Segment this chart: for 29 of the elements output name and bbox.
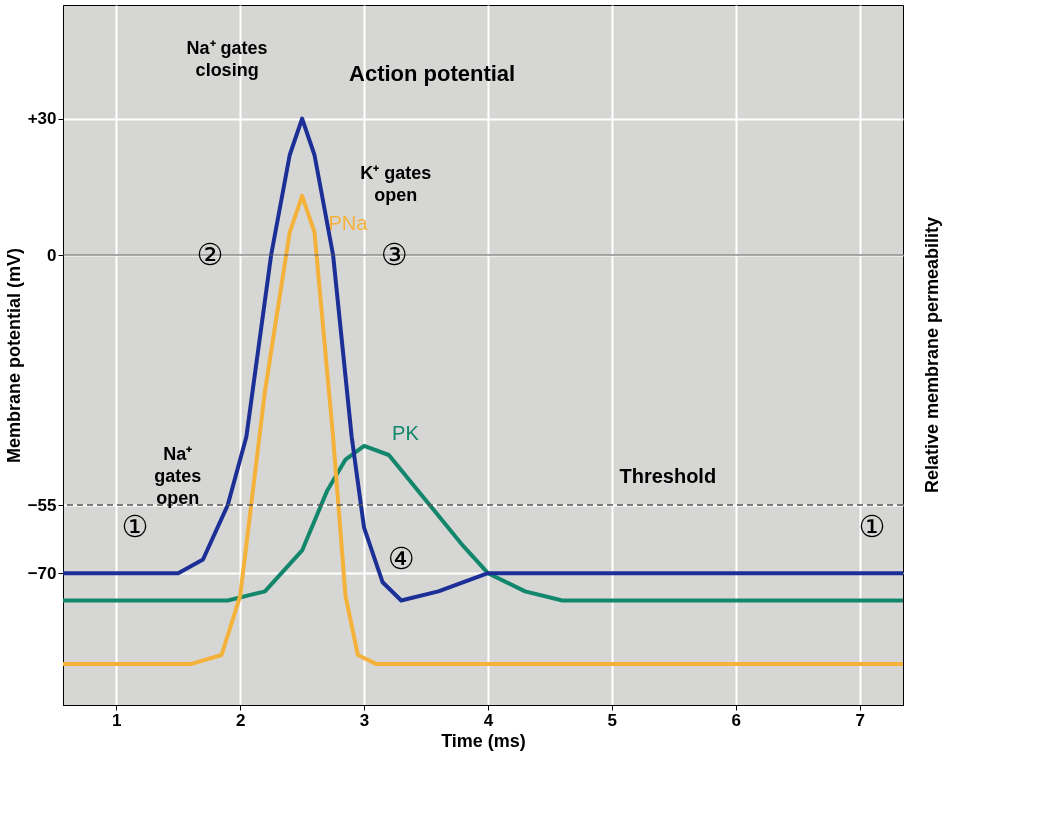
y-axis-title: Membrane potential (mV) <box>3 247 24 464</box>
line-series <box>61 443 905 603</box>
line-series <box>61 193 905 667</box>
annotation: ① <box>858 509 886 545</box>
y-tick-label: −70 <box>27 563 57 583</box>
x-tick-label: 2 <box>235 710 246 730</box>
x-tick-label: 4 <box>483 710 494 730</box>
series-label: PNa <box>328 212 369 235</box>
annotation: Na⁺ gates open <box>154 444 202 508</box>
ref-line-label: Threshold <box>619 465 717 487</box>
series-label: PK <box>392 421 420 444</box>
x-tick-label: 7 <box>855 710 865 730</box>
annotation: K⁺ gates open <box>360 163 432 206</box>
annotation: Na⁺ gates closing <box>186 37 268 80</box>
annotation: ③ <box>380 237 408 273</box>
y-tick-label: +30 <box>27 109 57 129</box>
x-tick-label: 6 <box>731 710 741 730</box>
y-tick-label: 0 <box>47 245 57 265</box>
x-tick-label: 1 <box>112 710 122 730</box>
x-tick-label: 5 <box>607 710 618 730</box>
y-tick-label: −55 <box>27 495 57 515</box>
text: Action potential <box>349 60 516 86</box>
x-axis-title: Time (ms) <box>441 730 526 751</box>
y2-axis-title: Relative membrane permeability <box>922 216 942 494</box>
annotation: ④ <box>387 541 415 577</box>
annotation: ① <box>121 509 149 545</box>
x-tick-label: 3 <box>359 710 370 730</box>
annotation: ② <box>196 237 224 273</box>
line-series <box>61 116 905 603</box>
